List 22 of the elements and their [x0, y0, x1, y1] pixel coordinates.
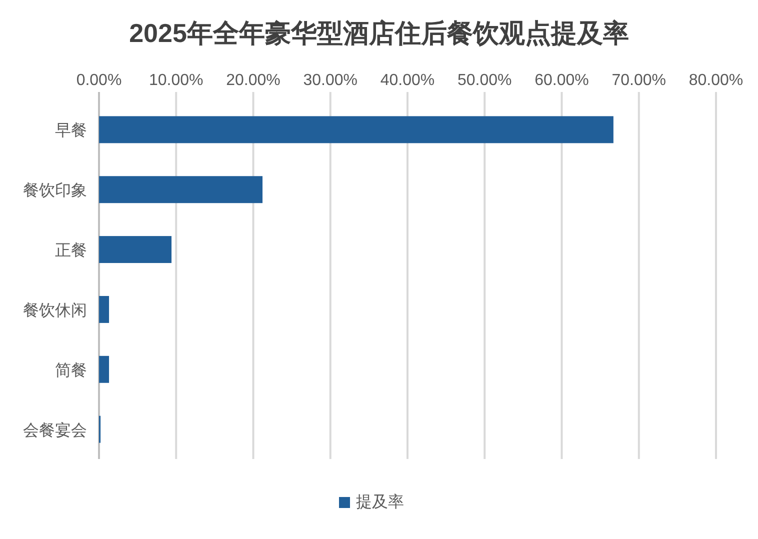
y-tick-label: 会餐宴会 [23, 421, 87, 440]
bar [99, 116, 614, 144]
x-tick-label: 80.00% [688, 72, 744, 89]
y-tick-label: 餐饮印象 [23, 182, 87, 200]
x-tick-label: 50.00% [457, 72, 512, 89]
legend-label: 提及率 [356, 493, 404, 511]
x-tick-label: 0.00% [76, 72, 122, 89]
y-tick-label: 正餐 [55, 242, 87, 260]
y-tick-label: 简餐 [55, 361, 87, 380]
x-tick-label: 30.00% [303, 72, 358, 89]
y-tick-label: 餐饮休闲 [23, 301, 87, 320]
x-tick-label: 20.00% [226, 72, 280, 89]
x-tick-label: 10.00% [148, 72, 204, 89]
x-tick-label: 70.00% [612, 72, 666, 89]
bar [99, 356, 110, 383]
x-tick-label: 40.00% [380, 72, 435, 89]
bar [99, 236, 172, 264]
bar [99, 296, 110, 323]
bar [99, 176, 263, 204]
y-tick-label: 早餐 [55, 122, 87, 140]
x-tick-label: 60.00% [534, 72, 589, 89]
chart-title: 2025年全年豪华型酒店住后餐饮观点提及率 [129, 18, 629, 48]
